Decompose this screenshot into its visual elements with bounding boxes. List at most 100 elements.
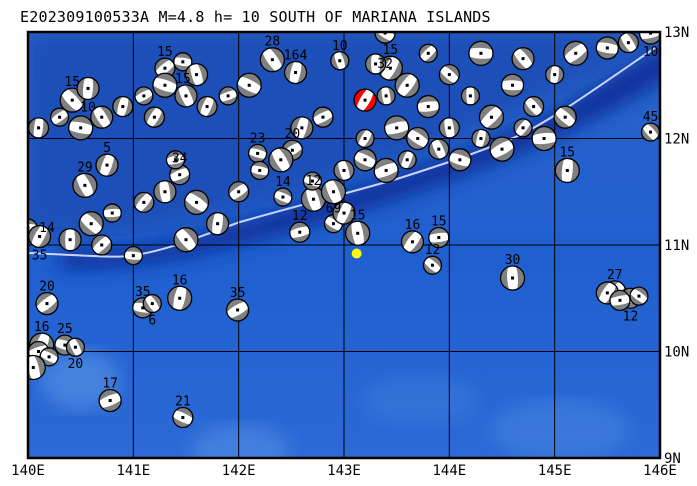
focal-mechanism-ball[interactable] — [545, 62, 565, 88]
focal-mechanism-ball[interactable] — [88, 232, 115, 258]
focal-mechanism-ball[interactable] — [333, 156, 355, 185]
focal-mechanism-ball[interactable] — [591, 36, 623, 60]
focal-mechanism-ball[interactable] — [28, 113, 50, 142]
focal-mechanism-ball[interactable] — [72, 168, 98, 203]
depth-label: 34 — [172, 152, 188, 167]
focal-mechanism-ball[interactable] — [244, 143, 270, 164]
focal-mechanism-ball[interactable] — [75, 208, 107, 239]
focal-mechanism-ball[interactable] — [174, 80, 198, 112]
focal-mechanism-ball[interactable] — [626, 285, 651, 306]
depth-label: 20 — [68, 357, 84, 372]
focal-mechanism-ball[interactable] — [499, 261, 526, 295]
focal-mechanism-ball[interactable] — [112, 92, 134, 121]
focal-mechanism-ball[interactable] — [247, 160, 273, 181]
focal-mechanism-ball[interactable] — [349, 148, 381, 172]
focal-mechanism-ball[interactable] — [28, 221, 52, 253]
focal-mechanism-ball[interactable] — [132, 189, 157, 216]
focal-mechanism-ball[interactable] — [65, 334, 86, 360]
focal-mechanism-ball[interactable] — [165, 164, 194, 186]
focal-mechanism-ball[interactable] — [345, 216, 371, 251]
focal-mechanism-ball[interactable] — [283, 56, 308, 88]
focal-mechanism-ball[interactable] — [476, 102, 507, 133]
focal-mechanism-ball[interactable] — [47, 107, 72, 128]
focal-mechanism-ball[interactable] — [225, 180, 253, 203]
focal-mechanism-ball[interactable] — [290, 112, 314, 144]
focal-mechanism-ball[interactable] — [36, 347, 62, 367]
focal-mechanism-ball[interactable] — [438, 113, 460, 142]
focal-mechanism-ball[interactable] — [497, 73, 528, 97]
focal-mechanism-ball[interactable] — [147, 72, 182, 98]
focal-mechanism-ball[interactable] — [196, 92, 218, 121]
focal-mechanism-ball[interactable] — [76, 73, 100, 104]
focal-mechanism-ball[interactable] — [416, 42, 440, 65]
focal-mechanism-ball[interactable] — [170, 52, 196, 72]
focal-mechanism-ball[interactable] — [364, 50, 387, 78]
focal-mechanism-ball[interactable] — [512, 115, 534, 140]
focal-mechanism-ball[interactable] — [89, 102, 114, 133]
focal-mechanism-ball[interactable] — [393, 69, 422, 102]
focal-mechanism-ball[interactable] — [120, 245, 146, 266]
focal-mechanism-ball[interactable] — [464, 40, 498, 66]
focal-mechanism-ball[interactable] — [63, 115, 98, 141]
focal-mechanism-ball[interactable] — [412, 94, 444, 119]
focal-mechanism-ball[interactable] — [308, 106, 337, 128]
focal-mechanism-ball[interactable] — [143, 103, 166, 132]
focal-mechanism-ball[interactable] — [428, 135, 450, 164]
focal-mechanism-ball[interactable] — [639, 120, 662, 144]
focal-mechanism-ball[interactable] — [168, 406, 197, 429]
focal-mechanism-ball[interactable] — [527, 125, 561, 152]
focal-mechanism-ball[interactable] — [258, 43, 286, 77]
focal-mechanism-ball[interactable] — [285, 221, 314, 243]
focal-mechanism-ball[interactable] — [605, 289, 634, 312]
focal-mechanism-ball[interactable] — [521, 93, 546, 120]
focal-mechanism-ball[interactable] — [485, 136, 520, 162]
focal-mechanism-ball[interactable] — [509, 44, 536, 74]
focal-mechanism-ball[interactable] — [142, 291, 163, 316]
focal-mechanism-ball[interactable] — [167, 281, 193, 316]
focal-mechanism-ball[interactable] — [397, 147, 417, 173]
focal-mechanism-ball[interactable] — [399, 226, 425, 257]
focal-mechanism-ball[interactable] — [376, 83, 396, 109]
focal-mechanism-ball[interactable] — [320, 174, 347, 209]
focal-mechanism-ball[interactable] — [58, 224, 82, 255]
focal-mechanism-ball[interactable] — [151, 56, 178, 81]
depth-label: 35 — [32, 248, 48, 263]
main-event-mechanism[interactable] — [353, 84, 377, 116]
focal-mechanism-ball[interactable] — [299, 171, 325, 191]
focal-mechanism-ball[interactable] — [300, 182, 327, 217]
focal-mechanism-ball[interactable] — [184, 58, 209, 90]
focal-mechanism-ball[interactable] — [444, 148, 476, 172]
focal-mechanism-ball[interactable] — [559, 39, 592, 68]
focal-mechanism-ball[interactable] — [131, 86, 157, 106]
focal-mechanism-ball[interactable] — [94, 388, 126, 413]
focal-mechanism-ball[interactable] — [554, 153, 580, 187]
focal-mechanism-ball[interactable] — [355, 126, 375, 152]
focal-mechanism-ball[interactable] — [95, 149, 119, 181]
focal-mechanism-ball[interactable] — [436, 62, 463, 87]
focal-mechanism-ball[interactable] — [402, 126, 433, 151]
focal-mechanism-ball[interactable] — [379, 115, 414, 141]
focal-mechanism-ball[interactable] — [180, 188, 214, 216]
focal-mechanism-ball[interactable] — [205, 208, 230, 240]
focal-mechanism-ball[interactable] — [369, 157, 404, 184]
focal-mechanism-ball[interactable] — [222, 298, 254, 322]
focal-mechanism-ball[interactable] — [420, 254, 445, 276]
focal-mechanism-ball[interactable] — [471, 125, 491, 151]
focal-mechanism-ball[interactable] — [270, 187, 296, 207]
focal-mechanism-ball[interactable] — [215, 86, 241, 106]
focal-mechanism-ball[interactable] — [332, 197, 356, 229]
focal-mechanism-ball[interactable] — [171, 223, 201, 256]
focal-mechanism-ball[interactable] — [232, 72, 267, 98]
focal-mechanism-ball[interactable] — [162, 150, 188, 170]
focal-mechanism-ball[interactable] — [460, 83, 481, 108]
depth-label: 12 — [292, 209, 308, 224]
focal-mechanism-ball[interactable] — [268, 143, 295, 177]
focal-mechanism-ball[interactable] — [330, 48, 350, 74]
focal-mechanism-ball[interactable] — [153, 176, 177, 208]
focal-mechanism-ball[interactable] — [424, 226, 453, 249]
focal-mechanism-ball[interactable] — [21, 350, 46, 385]
focal-mechanism-ball[interactable] — [550, 103, 580, 131]
focal-mechanism-ball[interactable] — [99, 203, 125, 223]
focal-mechanism-ball[interactable] — [32, 290, 62, 317]
